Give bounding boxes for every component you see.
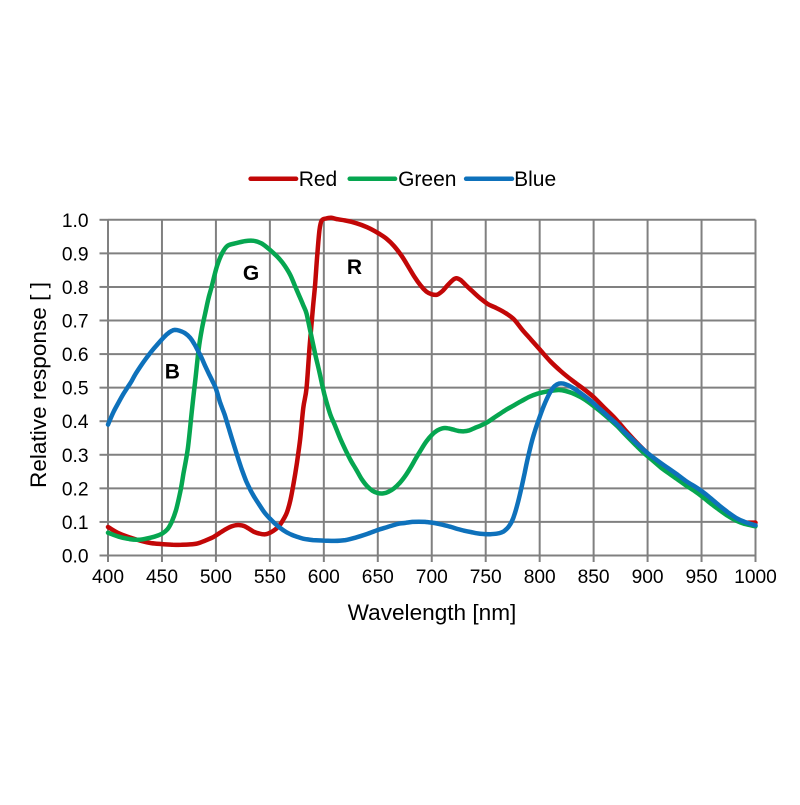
svg-text:G: G (243, 262, 259, 285)
svg-text:0.4: 0.4 (62, 412, 89, 433)
svg-text:700: 700 (416, 567, 448, 588)
svg-text:0.1: 0.1 (62, 513, 89, 534)
svg-text:650: 650 (362, 567, 394, 588)
svg-text:900: 900 (632, 567, 664, 588)
svg-text:400: 400 (92, 567, 124, 588)
svg-text:1.0: 1.0 (62, 211, 89, 232)
svg-text:600: 600 (308, 567, 340, 588)
svg-text:0.7: 0.7 (62, 312, 89, 333)
svg-text:B: B (165, 361, 180, 384)
svg-text:Relative response [ ]: Relative response [ ] (26, 282, 51, 488)
svg-text:950: 950 (685, 567, 717, 588)
svg-text:800: 800 (524, 567, 556, 588)
svg-text:Red: Red (299, 168, 338, 191)
svg-text:R: R (347, 256, 362, 279)
svg-text:Blue: Blue (514, 168, 556, 191)
svg-text:0.9: 0.9 (62, 244, 89, 265)
svg-text:0.0: 0.0 (62, 547, 89, 568)
svg-text:750: 750 (470, 567, 502, 588)
svg-text:1000: 1000 (734, 567, 777, 588)
svg-text:500: 500 (200, 567, 232, 588)
svg-text:Wavelength [nm]: Wavelength [nm] (348, 600, 517, 625)
svg-text:550: 550 (254, 567, 286, 588)
svg-text:0.3: 0.3 (62, 446, 89, 467)
svg-text:0.6: 0.6 (62, 345, 89, 366)
svg-text:850: 850 (578, 567, 610, 588)
svg-text:0.8: 0.8 (62, 278, 89, 299)
svg-text:Green: Green (398, 168, 456, 191)
svg-text:450: 450 (146, 567, 178, 588)
svg-text:0.2: 0.2 (62, 479, 89, 500)
svg-text:0.5: 0.5 (62, 379, 89, 400)
